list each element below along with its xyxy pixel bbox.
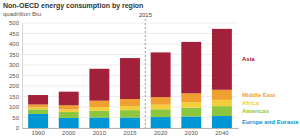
bar-segment (212, 29, 232, 90)
y-tick-label: 0 (16, 125, 20, 131)
x-tick: 2010 (93, 128, 107, 136)
x-tick: 2040 (215, 128, 229, 136)
y-tick: 200 (9, 83, 22, 89)
bar-segment (181, 116, 201, 128)
bar-segment (28, 107, 48, 109)
annotation: 2015 (139, 12, 153, 18)
y-tick: 450 (9, 31, 22, 37)
bar-segment (151, 97, 171, 105)
y-tick-label: 350 (9, 52, 20, 58)
legend-label: Americas (242, 108, 270, 114)
x-tick: 2020 (154, 128, 168, 136)
y-tick: 0 (16, 125, 22, 131)
bar-segment (28, 95, 48, 104)
bar-segment (120, 58, 140, 99)
bar-segment (28, 114, 48, 128)
x-axis-line (23, 128, 239, 129)
y-tick: 400 (9, 41, 22, 47)
bar-segment (181, 102, 201, 107)
x-tick-label: 2020 (154, 130, 168, 136)
legend-label: Europe and Eurasia (242, 119, 299, 125)
bar-segment (28, 104, 48, 107)
bar-segment (181, 93, 201, 102)
y-tick: 150 (9, 94, 22, 100)
bar-segment (59, 92, 79, 106)
y-tick-label: 200 (9, 83, 20, 89)
bar-segment (151, 109, 171, 117)
bar-segment (151, 105, 171, 110)
bar-segment (120, 106, 140, 110)
y-tick-label: 50 (12, 115, 19, 121)
bar-segment (59, 112, 79, 118)
bar-segment (89, 111, 109, 118)
title: Non-OECD energy consumption by region (3, 2, 143, 10)
y-tick-label: 450 (9, 31, 20, 37)
y-axis-line (22, 24, 23, 129)
y-axis: 0 50 100 150 200 250 300 350 400 450 500 (9, 20, 23, 131)
legend-label: Middle East (242, 92, 275, 98)
y-tick-label: 100 (9, 104, 20, 110)
legend-label: Africa (242, 100, 260, 106)
x-tick-label: 2010 (93, 130, 107, 136)
divider-line (145, 19, 146, 128)
y-tick-label: 300 (9, 62, 20, 68)
bar-segment (120, 110, 140, 117)
x-axis: 1990 2000 2010 2015 2020 2030 2040 (23, 128, 239, 136)
bar-segment (28, 109, 48, 114)
bar-segment (212, 100, 232, 106)
bars (28, 29, 232, 128)
plot: 0 50 100 150 200 250 300 350 400 450 500 1990 2000 20… (9, 12, 299, 136)
x-tick-label: 2030 (185, 130, 199, 136)
legend: Europe and Eurasia Americas Africa Middle E… (242, 56, 299, 125)
x-tick: 1990 (31, 128, 45, 136)
y-tick: 250 (9, 73, 22, 79)
bar-segment (89, 118, 109, 129)
chart: Non-OECD energy consumption by regionqua… (0, 0, 300, 140)
grid-line (22, 44, 238, 45)
x-tick: 2000 (62, 128, 76, 136)
y-tick: 50 (12, 115, 22, 121)
y-tick: 350 (9, 52, 22, 58)
bar-segment (212, 116, 232, 128)
bar-segment (212, 90, 232, 100)
bar-segment (181, 42, 201, 93)
y-tick: 500 (9, 20, 22, 26)
y-tick-label: 150 (9, 94, 20, 100)
y-tick: 100 (9, 104, 22, 110)
bar-segment (181, 108, 201, 117)
y-tick-label: 250 (9, 73, 20, 79)
bar-segment (59, 105, 79, 109)
x-tick-label: 1990 (31, 130, 45, 136)
bar-segment (59, 110, 79, 113)
legend-label: Asia (242, 56, 255, 62)
bar-segment (212, 106, 232, 116)
bar-segment (151, 52, 171, 97)
grid-line (22, 33, 238, 34)
grid (22, 23, 238, 128)
y-tick-label: 400 (9, 41, 20, 47)
x-tick: 2015 (123, 128, 137, 136)
y-tick: 300 (9, 62, 22, 68)
x-tick-label: 2040 (215, 130, 229, 136)
bar-segment (89, 101, 109, 107)
bar-segment (151, 117, 171, 128)
bar-segment (89, 69, 109, 101)
x-tick-label: 2015 (123, 130, 137, 136)
bar-segment (89, 107, 109, 111)
grid-line (22, 23, 238, 24)
y-tick-label: 500 (9, 20, 20, 26)
bar-segment (59, 118, 79, 128)
bar-segment (120, 99, 140, 106)
x-tick: 2030 (185, 128, 199, 136)
bar-segment (120, 118, 140, 129)
grid-line (22, 54, 238, 55)
x-tick-label: 2000 (62, 130, 76, 136)
subtitle: quadrillion Btu (3, 11, 41, 17)
